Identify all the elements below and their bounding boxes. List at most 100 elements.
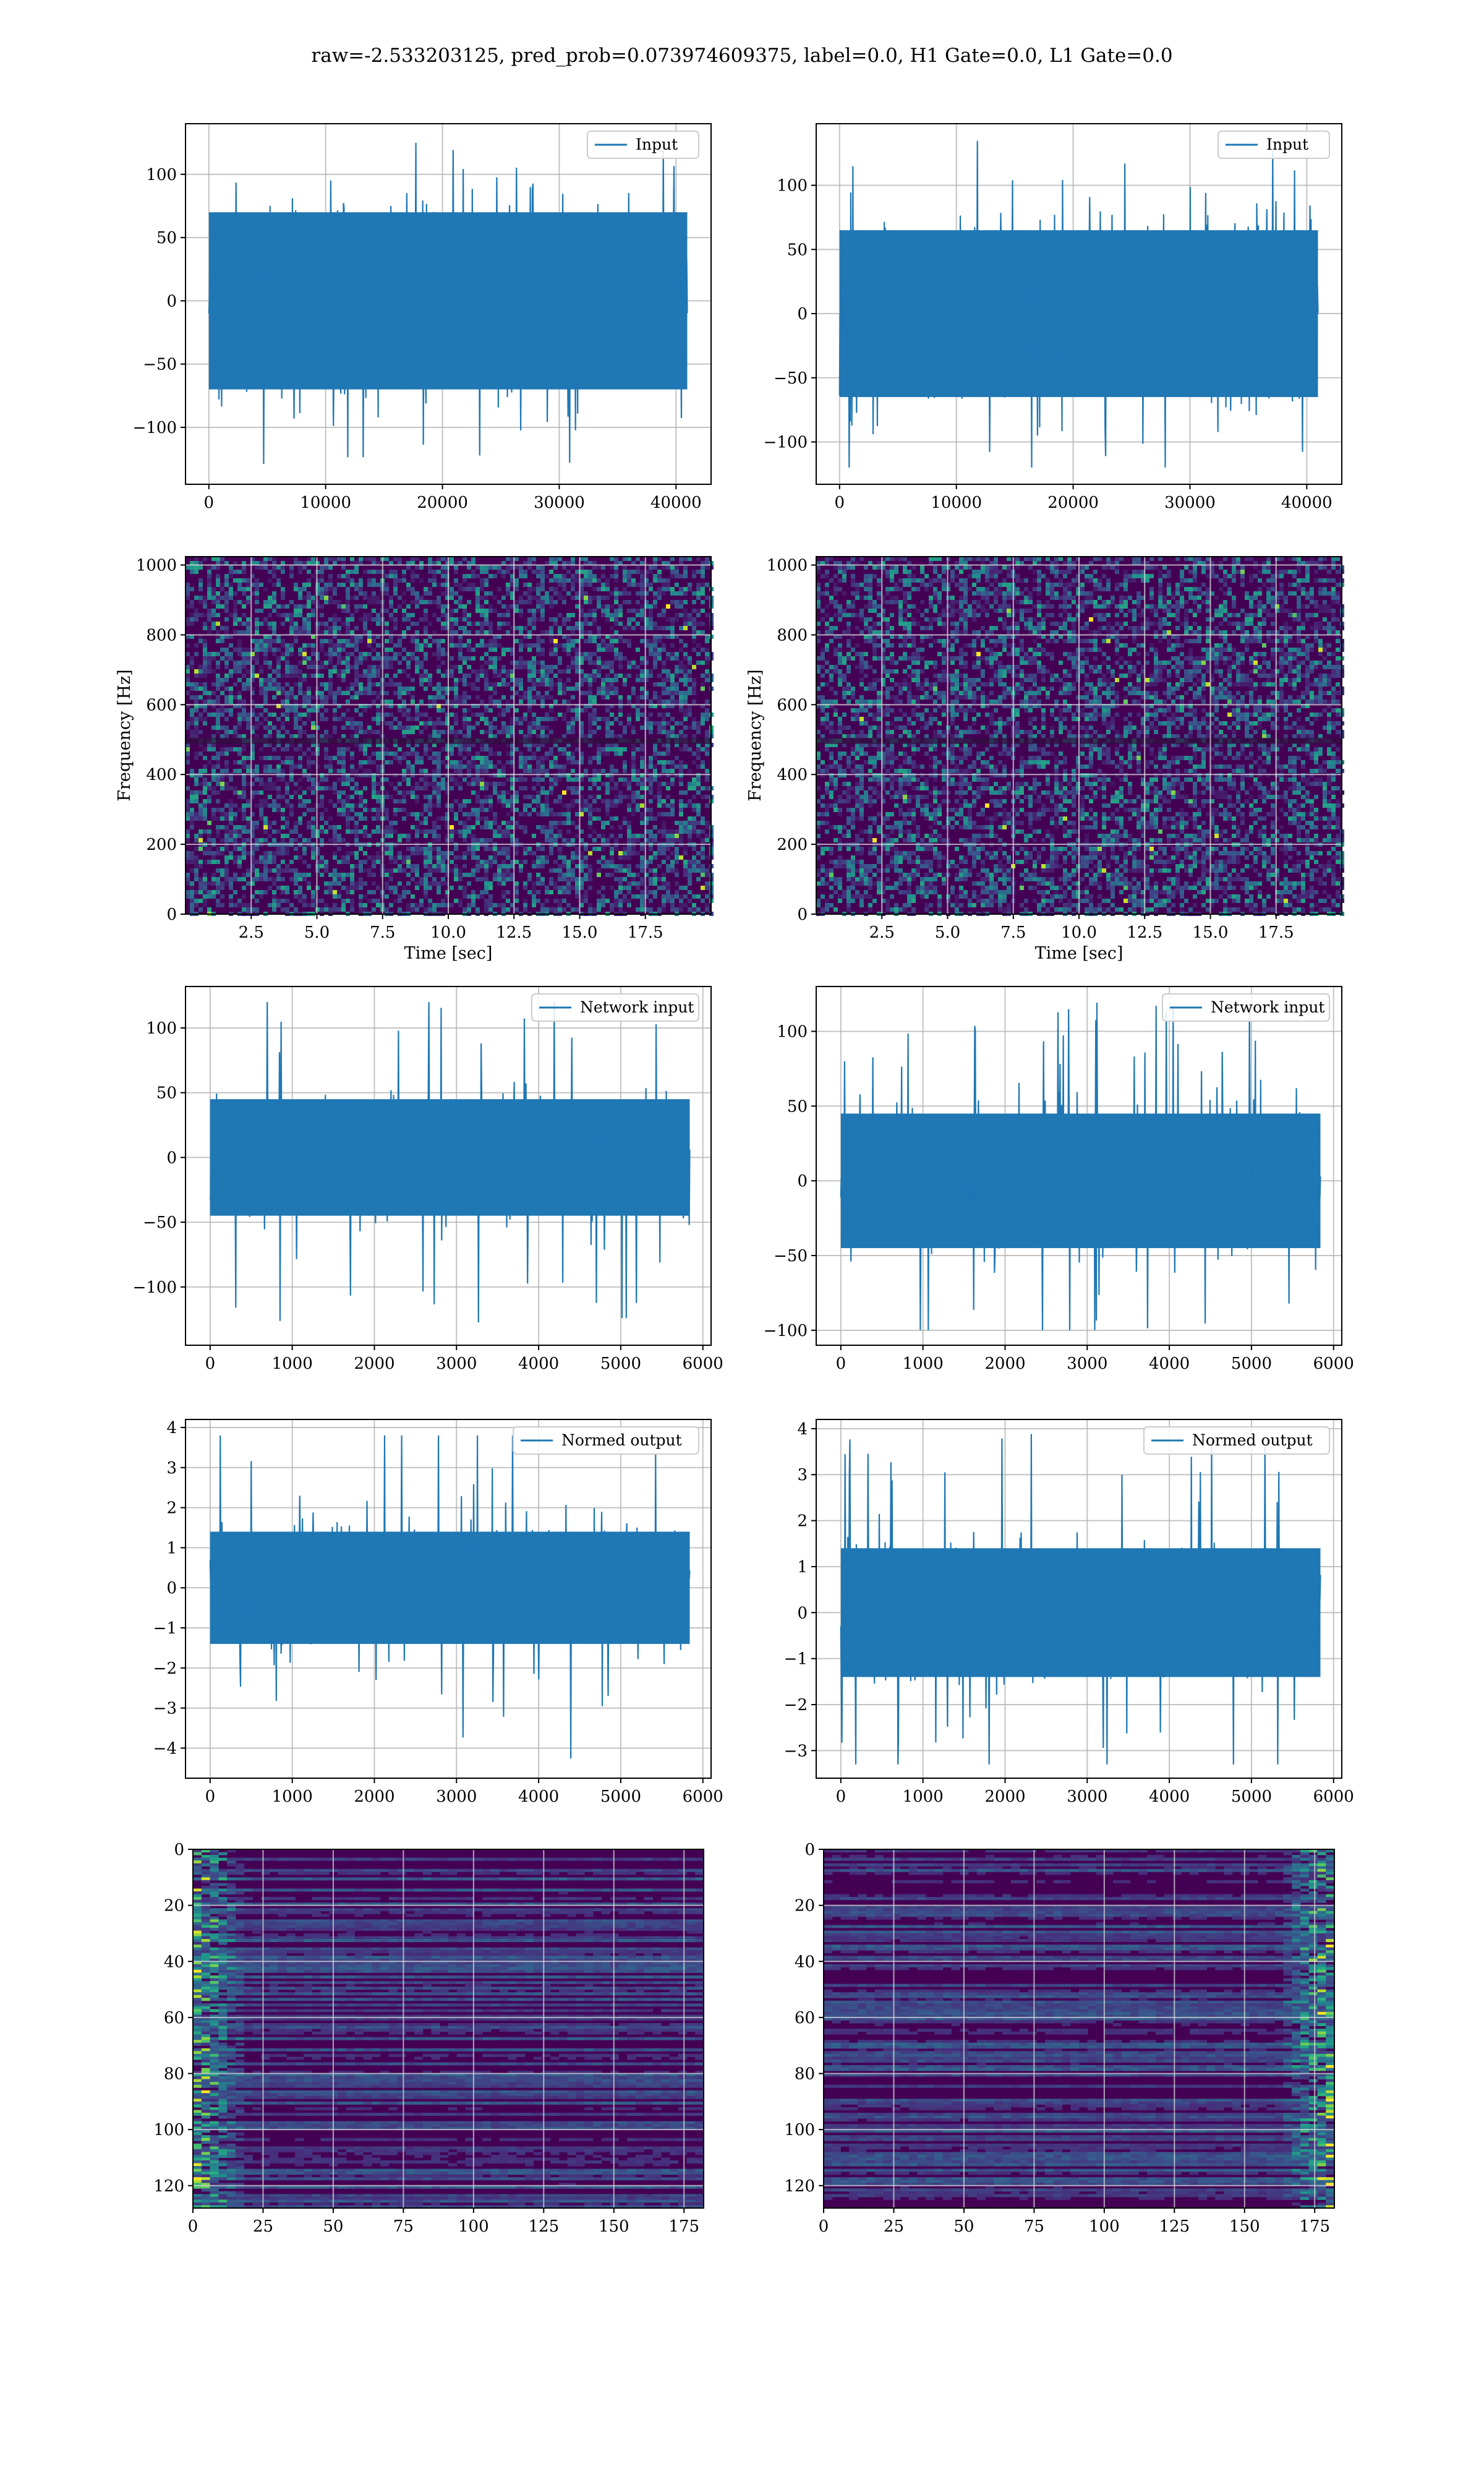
heatmap-cell bbox=[432, 687, 437, 691]
heatmap-cell bbox=[190, 816, 194, 821]
heatmap-cell bbox=[488, 565, 493, 570]
heatmap-cell bbox=[328, 756, 333, 760]
heatmap-cell bbox=[298, 734, 302, 738]
heatmap-cell bbox=[255, 860, 259, 864]
heatmap-cell bbox=[207, 713, 211, 717]
heatmap-cell bbox=[649, 700, 653, 704]
heatmap-cell bbox=[207, 630, 211, 635]
heatmap-cell bbox=[501, 708, 506, 713]
heatmap-cell bbox=[523, 795, 527, 799]
heatmap-cell bbox=[324, 596, 328, 600]
heatmap-cell bbox=[415, 604, 419, 609]
heatmap-cell bbox=[670, 700, 675, 704]
heatmap-cell bbox=[220, 678, 224, 682]
heatmap-cell bbox=[354, 609, 359, 613]
heatmap-cell bbox=[670, 864, 675, 868]
heatmap-cell bbox=[203, 700, 207, 704]
heatmap-cell bbox=[497, 730, 501, 734]
heatmap-cell bbox=[493, 717, 497, 721]
heatmap-cell bbox=[653, 604, 657, 609]
heatmap-cell bbox=[627, 665, 631, 669]
heatmap-cell bbox=[540, 769, 545, 773]
heatmap-cell bbox=[675, 604, 679, 609]
heatmap-cell bbox=[372, 600, 376, 604]
heatmap-cell bbox=[359, 795, 363, 799]
heatmap-cell bbox=[705, 700, 709, 704]
heatmap-cell bbox=[627, 609, 631, 613]
heatmap-cell bbox=[584, 630, 588, 635]
heatmap-cell bbox=[450, 557, 454, 561]
heatmap-cell bbox=[437, 604, 441, 609]
heatmap-cell bbox=[484, 578, 488, 583]
heatmap-cell bbox=[328, 565, 333, 570]
heatmap-cell bbox=[333, 834, 337, 838]
heatmap-cell bbox=[696, 851, 701, 855]
legend: Input bbox=[587, 131, 699, 158]
heatmap-cell bbox=[337, 808, 341, 812]
heatmap-cell bbox=[696, 877, 701, 881]
heatmap-cell bbox=[679, 825, 683, 829]
heatmap-cell bbox=[190, 617, 194, 622]
heatmap-cell bbox=[675, 855, 679, 860]
heatmap-cell bbox=[662, 751, 666, 756]
heatmap-cell bbox=[372, 860, 376, 864]
heatmap-cell bbox=[454, 678, 458, 682]
heatmap-cell bbox=[246, 648, 250, 652]
heatmap-cell bbox=[549, 600, 553, 604]
heatmap-cell bbox=[662, 769, 666, 773]
heatmap-cell bbox=[294, 682, 298, 687]
heatmap-cell bbox=[294, 721, 298, 726]
heatmap-cell bbox=[424, 652, 428, 656]
heatmap-cell bbox=[233, 838, 237, 842]
heatmap-cell bbox=[263, 868, 268, 873]
heatmap-cell bbox=[289, 570, 294, 574]
heatmap-cell bbox=[246, 851, 250, 855]
heatmap-cell bbox=[186, 622, 190, 626]
heatmap-cell bbox=[471, 557, 475, 561]
heatmap-cell bbox=[463, 713, 467, 717]
heatmap-cell bbox=[679, 730, 683, 734]
heatmap-cell bbox=[653, 574, 657, 578]
heatmap-cell bbox=[311, 726, 315, 730]
heatmap-cell bbox=[224, 751, 229, 756]
heatmap-cell bbox=[584, 855, 588, 860]
heatmap-cell bbox=[614, 868, 618, 873]
heatmap-cell bbox=[411, 868, 415, 873]
heatmap-cell bbox=[320, 717, 324, 721]
heatmap-cell bbox=[415, 665, 419, 669]
heatmap-cell bbox=[467, 708, 471, 713]
heatmap-cell bbox=[220, 769, 224, 773]
heatmap-cell bbox=[484, 661, 488, 665]
heatmap-cell bbox=[298, 834, 302, 838]
heatmap-cell bbox=[640, 591, 644, 596]
heatmap-cell bbox=[194, 613, 198, 617]
heatmap-cell bbox=[523, 764, 527, 769]
heatmap-cell bbox=[276, 769, 281, 773]
heatmap-cell bbox=[233, 600, 237, 604]
heatmap-cell bbox=[233, 630, 237, 635]
heatmap-cell bbox=[458, 834, 463, 838]
heatmap-cell bbox=[281, 808, 285, 812]
heatmap-cell bbox=[558, 661, 562, 665]
heatmap-cell bbox=[506, 674, 510, 678]
heatmap-cell bbox=[289, 695, 294, 700]
heatmap-cell bbox=[203, 721, 207, 726]
heatmap-cell bbox=[480, 717, 484, 721]
heatmap-cell bbox=[298, 630, 302, 635]
heatmap-cell bbox=[653, 578, 657, 583]
heatmap-cell bbox=[350, 613, 354, 617]
heatmap-cell bbox=[636, 777, 640, 782]
heatmap-cell bbox=[367, 691, 372, 695]
heatmap-cell bbox=[497, 873, 501, 877]
heatmap-cell bbox=[337, 643, 341, 648]
heatmap-cell bbox=[618, 613, 623, 617]
heatmap-cell bbox=[346, 617, 350, 622]
heatmap-cell bbox=[467, 639, 471, 643]
heatmap-cell bbox=[701, 570, 705, 574]
heatmap-cell bbox=[302, 630, 307, 635]
heatmap-cell bbox=[614, 587, 618, 591]
heatmap-cell bbox=[523, 734, 527, 738]
heatmap-cell bbox=[601, 648, 605, 652]
heatmap-cell bbox=[198, 834, 203, 838]
heatmap-cell bbox=[631, 626, 636, 630]
